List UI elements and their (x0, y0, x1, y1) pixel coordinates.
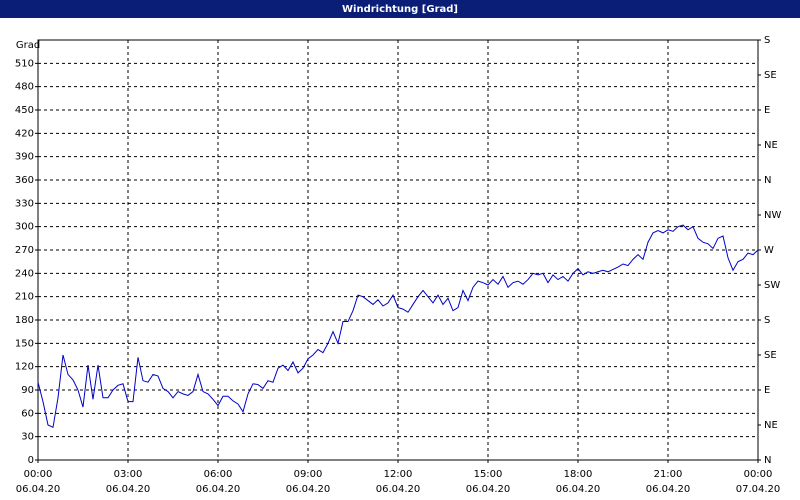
y-tick-label: 60 (21, 408, 34, 419)
y2-tick-label: N (764, 175, 771, 186)
y2-tick-label: SW (764, 280, 780, 291)
y-tick-label: 480 (15, 82, 34, 93)
y-tick-label: 30 (21, 432, 34, 443)
y-tick-label: 180 (15, 315, 34, 326)
y2-tick-label: S (764, 35, 770, 46)
y2-tick-label: NE (764, 420, 778, 431)
y-tick-label: 240 (15, 268, 34, 279)
y2-tick-label: NE (764, 140, 778, 151)
x-tick-label: 21:00 (654, 469, 683, 480)
x-tick-label: 18:00 (564, 469, 593, 480)
x-tick-label: 03:00 (114, 469, 143, 480)
y-tick-label: 150 (15, 338, 34, 349)
y2-tick-label: S (764, 315, 770, 326)
x-tick-label: 00:00 (744, 469, 773, 480)
y-tick-label: 390 (15, 152, 34, 163)
x-tick-label: 00:00 (24, 469, 53, 480)
y-tick-label: 360 (15, 175, 34, 186)
x-tick-date: 06.04.20 (466, 484, 511, 495)
y2-tick-label: SE (764, 350, 777, 361)
y2-tick-label: N (764, 455, 771, 466)
x-tick-date: 07.04.20 (736, 484, 781, 495)
y2-tick-label: E (764, 105, 770, 116)
x-tick-date: 06.04.20 (286, 484, 331, 495)
x-tick-date: 06.04.20 (556, 484, 601, 495)
y-tick-label: 450 (15, 105, 34, 116)
x-tick-date: 06.04.20 (646, 484, 691, 495)
y-tick-label: 0 (28, 455, 34, 466)
chart-title: Windrichtung [Grad] (342, 4, 458, 15)
y2-tick-label: SE (764, 70, 777, 81)
x-tick-label: 09:00 (294, 469, 323, 480)
y-tick-label: 210 (15, 292, 34, 303)
x-tick-date: 06.04.20 (376, 484, 421, 495)
y-tick-label: 330 (15, 198, 34, 209)
y-tick-label: 420 (15, 128, 34, 139)
y-tick-label: 300 (15, 222, 34, 233)
y2-tick-label: NW (764, 210, 781, 221)
y2-tick-label: E (764, 385, 770, 396)
x-tick-label: 15:00 (474, 469, 503, 480)
y-tick-label: 90 (21, 385, 34, 396)
data-line (37, 224, 759, 429)
y-axis-label: Grad (16, 40, 40, 51)
title-bar (0, 0, 800, 18)
x-tick-date: 06.04.20 (16, 484, 61, 495)
y-tick-label: 510 (15, 58, 34, 69)
y-tick-label: 120 (15, 362, 34, 373)
x-tick-date: 06.04.20 (196, 484, 241, 495)
y-tick-label: 270 (15, 245, 34, 256)
x-tick-label: 06:00 (204, 469, 233, 480)
x-tick-label: 12:00 (384, 469, 413, 480)
y2-tick-label: W (764, 245, 774, 256)
x-tick-date: 06.04.20 (106, 484, 151, 495)
